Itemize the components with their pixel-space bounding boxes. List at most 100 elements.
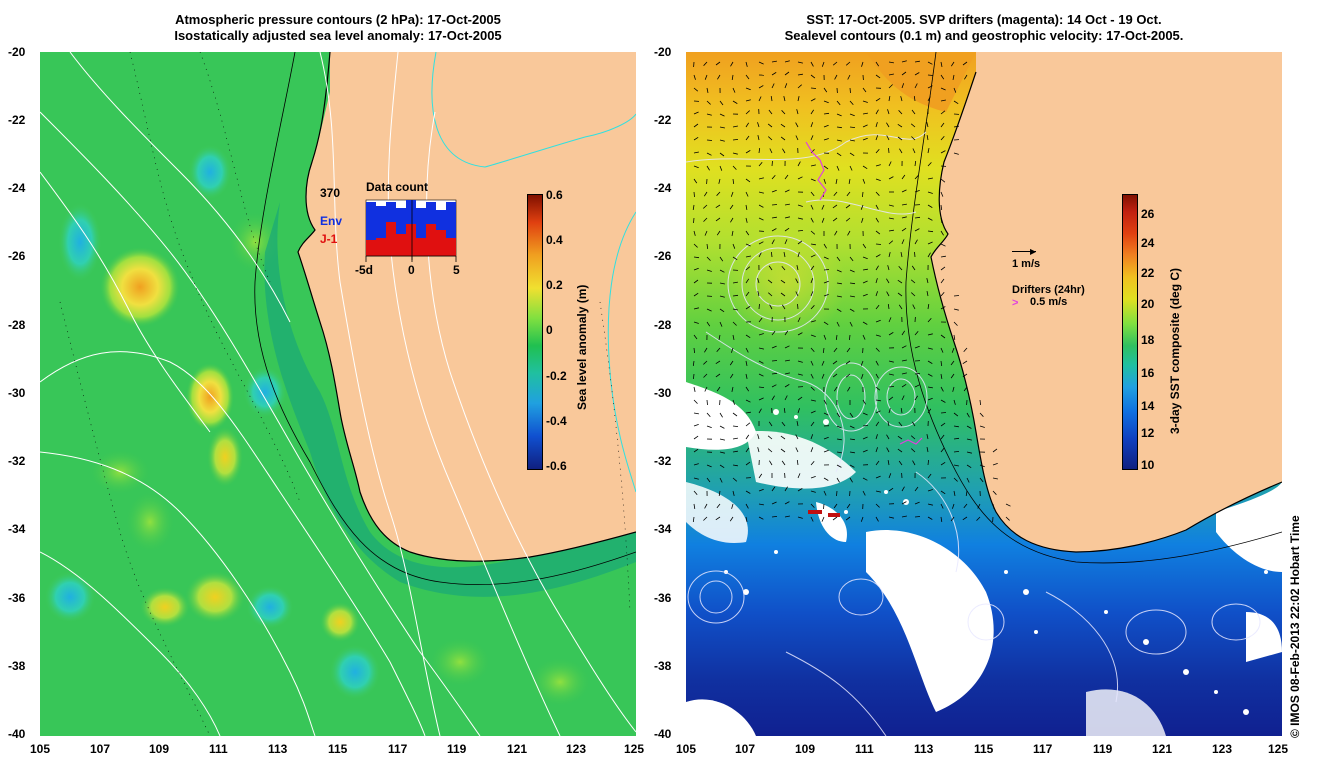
velocity-arrow bbox=[703, 61, 708, 66]
velocity-arrow bbox=[823, 436, 829, 440]
velocity-arrow bbox=[875, 230, 881, 235]
velocity-arrow bbox=[887, 460, 890, 466]
velocity-arrow bbox=[914, 216, 921, 219]
velocity-arrow bbox=[875, 278, 878, 284]
velocity-arrow bbox=[716, 191, 721, 196]
velocity-arrow bbox=[729, 204, 734, 210]
velocity-arrow bbox=[901, 60, 907, 63]
velocity-arrow bbox=[732, 256, 738, 261]
velocity-arrow bbox=[1005, 516, 1010, 521]
velocity-arrow bbox=[911, 265, 916, 271]
velocity-arrow bbox=[849, 295, 855, 298]
velocity-arrow bbox=[926, 291, 929, 297]
velocity-arrow bbox=[719, 295, 725, 298]
velocity-arrow bbox=[862, 412, 868, 416]
velocity-arrow bbox=[719, 100, 724, 106]
velocity-arrow bbox=[693, 321, 699, 324]
y-tick-label: -28 bbox=[654, 318, 672, 332]
velocity-arrow bbox=[940, 447, 945, 453]
velocity-arrow bbox=[745, 255, 751, 258]
velocity-arrow bbox=[901, 395, 905, 401]
velocity-arrow bbox=[962, 61, 968, 66]
velocity-arrow bbox=[862, 436, 868, 440]
y-tick-label: -40 bbox=[654, 727, 672, 741]
velocity-arrow bbox=[706, 321, 711, 327]
velocity-arrow bbox=[898, 421, 903, 427]
velocity-arrow bbox=[771, 372, 778, 375]
velocity-arrow bbox=[940, 360, 943, 367]
velocity-arrow bbox=[771, 486, 776, 492]
velocity-arrow bbox=[912, 460, 916, 466]
velocity-arrow bbox=[693, 123, 699, 128]
velocity-arrow bbox=[927, 317, 932, 323]
velocity-arrow bbox=[716, 386, 721, 392]
velocity-arrow bbox=[729, 373, 734, 379]
velocity-arrow bbox=[875, 386, 881, 391]
left-cb-tick: 0.2 bbox=[546, 278, 563, 292]
velocity-arrow bbox=[781, 110, 786, 115]
velocity-arrow bbox=[836, 100, 841, 106]
velocity-arrow bbox=[693, 347, 695, 354]
right-title-line1: SST: 17-Oct-2005. SVP drifters (magenta)… bbox=[806, 12, 1162, 27]
velocity-arrow bbox=[927, 373, 933, 377]
velocity-arrow bbox=[862, 112, 868, 115]
velocity-arrow bbox=[784, 71, 790, 76]
velocity-arrow bbox=[732, 321, 737, 326]
velocity-arrow bbox=[810, 447, 814, 453]
velocity-arrow bbox=[849, 139, 855, 142]
velocity-arrow bbox=[795, 278, 799, 284]
velocity-arrow bbox=[797, 61, 803, 64]
velocity-arrow bbox=[900, 408, 903, 414]
velocity-arrow bbox=[901, 239, 905, 245]
velocity-arrow bbox=[810, 178, 816, 182]
velocity-arrow bbox=[927, 74, 934, 76]
velocity-arrow bbox=[784, 486, 788, 492]
velocity-arrow bbox=[732, 399, 735, 405]
left-cb-tick: 0.6 bbox=[546, 188, 563, 202]
velocity-arrow bbox=[757, 434, 760, 440]
drifters-scale: 0.5 m/s bbox=[1030, 296, 1068, 308]
velocity-arrow bbox=[927, 148, 930, 154]
velocity-arrow bbox=[706, 464, 712, 468]
velocity-arrow bbox=[832, 204, 838, 209]
x-tick-label: 107 bbox=[735, 742, 756, 756]
left-colorbar-label: Sea level anomaly (m) bbox=[575, 284, 589, 410]
velocity-arrow bbox=[810, 87, 817, 89]
velocity-arrow bbox=[952, 386, 955, 392]
velocity-arrow bbox=[716, 503, 721, 509]
velocity-arrow bbox=[745, 87, 751, 91]
velocity-arrow bbox=[862, 100, 868, 103]
velocity-arrow bbox=[703, 360, 708, 365]
velocity-arrow bbox=[875, 447, 878, 453]
velocity-arrow bbox=[910, 123, 916, 128]
velocity-arrow bbox=[862, 256, 868, 260]
velocity-arrow bbox=[953, 100, 959, 105]
velocity-arrow bbox=[810, 135, 814, 141]
red-patch bbox=[808, 510, 840, 517]
y-tick-label: -32 bbox=[8, 454, 26, 468]
velocity-arrow bbox=[693, 503, 696, 509]
velocity-arrow bbox=[810, 204, 814, 210]
velocity-arrow bbox=[836, 438, 842, 441]
velocity-arrow bbox=[897, 279, 903, 284]
velocity-arrow bbox=[758, 177, 764, 180]
velocity-arrow bbox=[940, 278, 945, 284]
x-tick-label: 117 bbox=[388, 742, 408, 756]
drifters-title: Drifters (24hr) bbox=[1012, 284, 1085, 296]
inset-title: Data count bbox=[366, 180, 429, 194]
velocity-arrow bbox=[888, 96, 891, 102]
velocity-arrow bbox=[875, 164, 881, 167]
velocity-arrow bbox=[745, 347, 749, 353]
velocity-arrow bbox=[849, 152, 855, 157]
velocity-arrow bbox=[979, 399, 981, 406]
velocity-arrow bbox=[901, 359, 907, 362]
velocity-arrow bbox=[962, 373, 968, 378]
velocity-arrow bbox=[757, 122, 760, 128]
velocity-arrow bbox=[732, 334, 735, 340]
velocity-arrow bbox=[927, 333, 933, 336]
velocity-arrow bbox=[901, 383, 907, 388]
velocity-arrow bbox=[693, 74, 696, 80]
velocity-arrow bbox=[888, 252, 891, 258]
velocity-arrow bbox=[846, 191, 851, 197]
velocity-arrow bbox=[732, 412, 738, 417]
